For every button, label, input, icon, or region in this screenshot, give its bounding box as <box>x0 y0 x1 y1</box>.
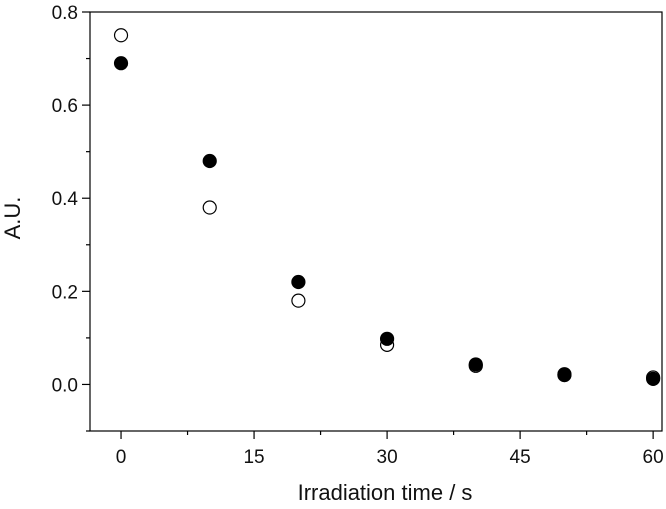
filled-data-point <box>291 274 306 290</box>
y-tick-label: 0.2 <box>52 282 78 303</box>
filled-data-point <box>646 371 661 386</box>
filled-data-point <box>557 367 572 382</box>
y-tick-label: 0.8 <box>52 3 78 24</box>
filled-data-point <box>468 357 483 372</box>
x-tick-label: 45 <box>510 447 531 468</box>
filled-data-point <box>379 331 395 346</box>
open-data-point <box>291 293 306 308</box>
y-axis-title: A.U. <box>0 197 25 240</box>
open-data-point <box>202 200 217 215</box>
open-data-point <box>113 28 129 43</box>
x-tick-label: 30 <box>377 447 398 468</box>
data-points <box>113 28 661 386</box>
y-axis: 0.0 0.2 0.4 0.6 0.8 <box>52 3 90 432</box>
x-axis: 0 15 30 45 60 <box>116 431 664 468</box>
y-tick-label: 0.6 <box>52 96 78 117</box>
filled-data-point <box>113 56 129 71</box>
y-tick-label: 0.4 <box>52 189 79 210</box>
plot-frame <box>89 11 663 432</box>
x-tick-label: 0 <box>116 447 127 468</box>
x-tick-label: 15 <box>243 447 264 468</box>
filled-data-point <box>202 153 217 169</box>
x-tick-label: 60 <box>643 447 664 468</box>
x-axis-title: Irradiation time / s <box>298 480 473 505</box>
y-tick-label: 0.0 <box>52 375 78 396</box>
